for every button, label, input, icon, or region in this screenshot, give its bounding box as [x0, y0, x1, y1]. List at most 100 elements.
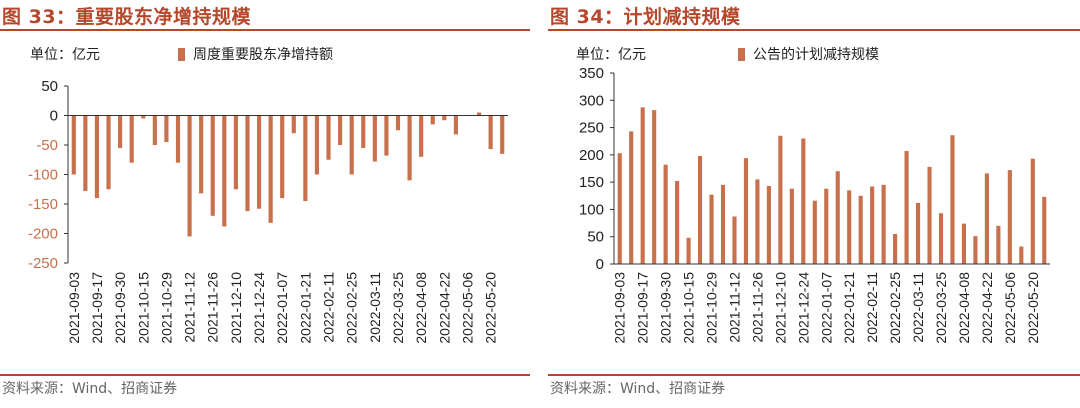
- x-tick-label: 2022-05-20: [483, 272, 499, 344]
- bar: [927, 166, 932, 264]
- bar: [881, 184, 886, 264]
- bar: [996, 225, 1001, 264]
- bar: [732, 216, 737, 264]
- bar: [314, 115, 320, 175]
- bar: [175, 115, 181, 163]
- x-tick-label: 2022-03-25: [390, 272, 406, 344]
- bar: [950, 135, 955, 264]
- legend: 公告的计划减持规模: [738, 44, 879, 64]
- x-tick-label: 2021-12-24: [251, 272, 267, 344]
- bar: [280, 115, 285, 199]
- y-tick-label: 300: [579, 92, 604, 109]
- bar: [268, 115, 273, 223]
- bar: [973, 236, 978, 264]
- bar: [824, 188, 829, 264]
- y-tick-label: 100: [579, 201, 604, 218]
- bar: [94, 115, 100, 199]
- bar: [984, 173, 989, 264]
- x-tick-label: 2021-12-10: [228, 272, 244, 344]
- y-tick-label: -150: [28, 196, 58, 213]
- bar: [453, 115, 458, 135]
- x-tick-label: 2022-01-07: [818, 272, 834, 344]
- x-tick-label: 2021-11-12: [726, 272, 742, 343]
- bar: [629, 131, 634, 264]
- bar: [83, 115, 88, 192]
- bar: [222, 115, 227, 227]
- bar: [395, 115, 401, 131]
- bar: [789, 188, 794, 264]
- bar: [326, 115, 331, 160]
- bar: [835, 171, 840, 264]
- bar: [430, 115, 435, 125]
- bar: [743, 158, 749, 264]
- bar: [361, 115, 366, 148]
- x-tick-label: 2022-02-11: [321, 272, 337, 343]
- x-tick-label: 2022-05-20: [1025, 272, 1041, 344]
- bar: [256, 115, 262, 209]
- bar: [870, 186, 875, 264]
- x-tick-label: 2022-05-06: [1002, 272, 1018, 344]
- y-tick-label: 0: [50, 108, 58, 125]
- bar: [372, 115, 377, 162]
- bar: [663, 164, 668, 264]
- bar: [291, 115, 296, 134]
- x-tick-label: 2022-02-25: [344, 272, 360, 344]
- title-rule: [548, 29, 1080, 31]
- legend-label: 公告的计划减持规模: [753, 47, 879, 63]
- title-rule: [0, 29, 530, 31]
- legend-label: 周度重要股东净增持额: [193, 47, 333, 63]
- x-tick-label: 2021-10-15: [681, 272, 697, 344]
- y-tick-label: -250: [28, 255, 58, 272]
- x-tick-label: 2021-11-26: [205, 272, 221, 343]
- y-tick-label: 250: [579, 120, 604, 137]
- x-tick-label: 2022-04-08: [956, 272, 972, 344]
- source-rule: [548, 374, 1080, 376]
- x-tick-label: 2022-03-25: [933, 272, 949, 344]
- x-tick-label: 2021-09-17: [635, 272, 651, 344]
- bar: [1019, 246, 1024, 264]
- x-tick-label: 2021-12-24: [795, 272, 811, 344]
- bar: [118, 115, 123, 148]
- bar: [500, 115, 505, 154]
- bar: [915, 202, 921, 264]
- bar: [1007, 170, 1012, 264]
- y-tick-label: -200: [28, 226, 58, 243]
- y-tick-label: -50: [36, 137, 58, 154]
- x-tick-label: 2022-02-11: [864, 272, 880, 343]
- y-tick-label: 150: [579, 174, 604, 191]
- y-tick-label: 350: [579, 65, 604, 82]
- bar: [349, 115, 354, 175]
- x-tick-label: 2022-05-06: [459, 272, 475, 344]
- right-chart-panel: 图 34：计划减持规模 单位：亿元 公告的计划减持规模 350 300 250 200…: [548, 0, 1080, 408]
- y-tick-label: -100: [28, 167, 58, 184]
- unit-label: 单位：亿元: [576, 47, 646, 63]
- y-tick-label: 0: [596, 256, 604, 273]
- bar: [893, 233, 898, 264]
- x-tick-label: 2022-01-21: [841, 272, 857, 344]
- bar: [961, 223, 967, 264]
- x-tick-label: 2021-12-10: [772, 272, 788, 344]
- net-increase-bar-chart: 50 0 -50 -100 -150 -200 -250 2021-09-03 2021-09-…: [28, 78, 508, 344]
- bar: [847, 190, 852, 264]
- bar: [407, 115, 412, 181]
- legend-swatch: [738, 47, 745, 61]
- bar: [476, 112, 482, 116]
- x-tick-label: 2022-03-11: [910, 272, 926, 343]
- x-tick-label: 2022-04-08: [413, 272, 429, 344]
- x-tick-label: 2022-03-11: [367, 272, 383, 343]
- bar: [801, 138, 806, 264]
- bar: [675, 181, 680, 264]
- bar: [338, 115, 343, 145]
- source-note: 资料来源：Wind、招商证券: [2, 381, 178, 397]
- bar: [164, 115, 169, 143]
- bar: [617, 153, 622, 264]
- bar: [71, 115, 76, 175]
- bar: [419, 115, 424, 157]
- legend-swatch: [178, 47, 185, 61]
- x-tick-label: 2021-09-30: [112, 272, 128, 344]
- x-tick-label: 2022-04-22: [979, 272, 995, 344]
- left-chart-panel: 图 33：重要股东净增持规模 单位：亿元 周度重要股东净增持额 50 0 -50 -1…: [0, 0, 530, 408]
- bar: [1030, 158, 1035, 264]
- bar: [766, 185, 771, 264]
- bar: [141, 115, 146, 119]
